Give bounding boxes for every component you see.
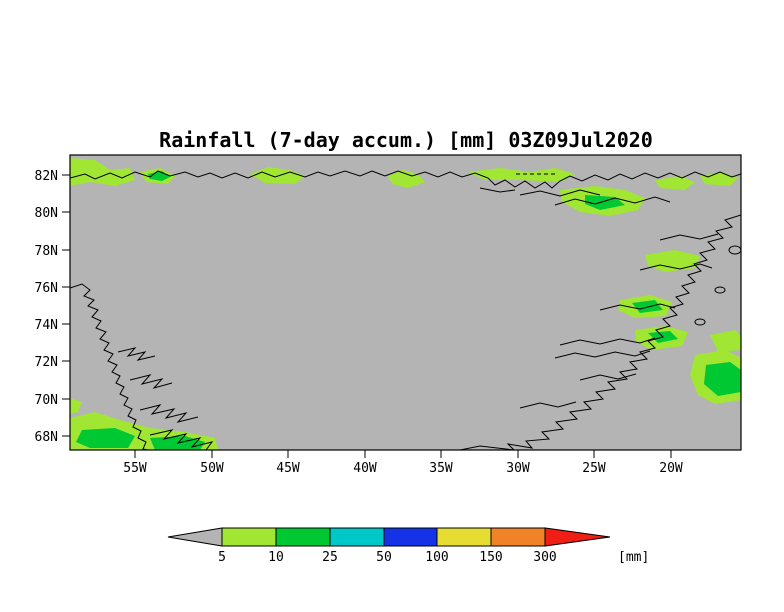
- rain-patch: [468, 168, 575, 182]
- coastline-path: [519, 189, 601, 197]
- island-outline: [714, 286, 726, 294]
- coastline-path: [639, 263, 713, 271]
- lat-label: 68N: [35, 430, 58, 445]
- rain-patch: [710, 330, 741, 352]
- lon-label: 40W: [353, 461, 377, 476]
- lon-label: 20W: [659, 461, 683, 476]
- coastline-path: [129, 374, 173, 389]
- coastline-path: [459, 214, 741, 450]
- lat-label: 76N: [35, 281, 58, 296]
- lat-label: 74N: [35, 318, 58, 333]
- coastline-path: [149, 429, 214, 450]
- colorbar-segment-100-150: [436, 527, 492, 547]
- island-outline: [728, 245, 741, 255]
- lon-label: 25W: [582, 461, 606, 476]
- coastline-path: [579, 373, 637, 381]
- lon-axis-labels: 55W 50W 45W 40W 35W 30W 25W 20W: [123, 461, 683, 476]
- lon-label: 35W: [429, 461, 453, 476]
- lon-label: 55W: [123, 461, 147, 476]
- colorbar-label: 50: [376, 550, 392, 565]
- rain-patch: [704, 362, 741, 396]
- chart-title: Rainfall (7-day accum.) [mm] 03Z09Jul202…: [159, 128, 653, 152]
- rain-patch: [76, 428, 135, 448]
- colorbar-segment-10-25: [275, 527, 331, 547]
- lat-axis-labels: 82N 80N 78N 76N 74N 72N 70N 68N: [35, 169, 58, 445]
- colorbar-segment-25-50: [329, 527, 385, 547]
- lon-label: 30W: [506, 461, 530, 476]
- coastline-path: [554, 350, 651, 359]
- island-outline: [694, 318, 706, 326]
- coastline-path: [659, 233, 719, 241]
- lon-label: 50W: [200, 461, 224, 476]
- colorbar-label: 150: [479, 550, 502, 565]
- colorbar-left-arrow: [167, 527, 223, 547]
- rain-patch: [250, 167, 305, 184]
- coastline-path: [70, 283, 149, 450]
- lat-label: 82N: [35, 169, 58, 184]
- coastline-path: [599, 303, 676, 311]
- rain-patch: [585, 195, 625, 210]
- rain-patch: [70, 158, 135, 186]
- colorbar-right-arrow: [544, 527, 611, 547]
- coastline-path: [139, 404, 199, 423]
- colorbar-label: 5: [218, 550, 226, 565]
- lat-ticks: [62, 174, 70, 437]
- coastline-path: [519, 401, 577, 409]
- coastline-path: [554, 196, 671, 206]
- colorbar-label: 300: [533, 550, 556, 565]
- colorbar-segment-150-300: [490, 527, 546, 547]
- colorbar-segment-50-100: [383, 527, 438, 547]
- lon-ticks: [134, 450, 672, 458]
- rain-patch: [70, 398, 82, 414]
- colorbar-segment-5-10: [221, 527, 277, 547]
- coastline-path: [117, 347, 156, 361]
- coastlines: [70, 170, 741, 450]
- colorbar-unit-label: [mm]: [618, 550, 649, 565]
- rain-patch: [632, 300, 663, 313]
- lat-label: 78N: [35, 244, 58, 259]
- lat-label: 80N: [35, 206, 58, 221]
- coastline-path: [559, 337, 656, 346]
- lat-label: 72N: [35, 355, 58, 370]
- colorbar-label: 100: [425, 550, 448, 565]
- rain-patch: [645, 250, 700, 272]
- colorbar-label: 25: [322, 550, 338, 565]
- map-border: [69, 154, 742, 451]
- colorbar: 5 10 25 50 100 150 300 [mm]: [167, 527, 649, 565]
- coastline-path: [479, 187, 516, 193]
- rain-patch: [655, 176, 695, 190]
- colorbar-label: 10: [268, 550, 284, 565]
- lat-label: 70N: [35, 393, 58, 408]
- coastline-path: [70, 170, 741, 189]
- lon-label: 45W: [276, 461, 300, 476]
